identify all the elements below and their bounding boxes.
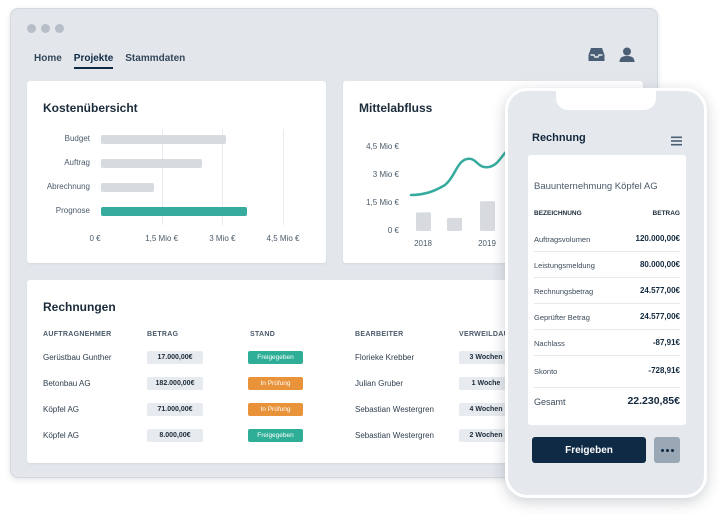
y-tick-label: 3 Mio € [372, 170, 399, 179]
bar-abrechnung [101, 183, 154, 192]
cell-bearbeiter: Julian Gruber [355, 379, 404, 388]
cell-betrag: 71.000,00€ [147, 403, 203, 416]
cell-bearbeiter: Sebastian Westergren [355, 431, 435, 440]
cell-verweildauer: 3 Wochen [459, 351, 513, 364]
inbox-icon[interactable] [588, 47, 605, 62]
more-dot-icon [660, 448, 664, 452]
hamburger-menu-icon[interactable] [671, 133, 682, 151]
total-value: 22.230,85€ [627, 395, 680, 407]
status-badge[interactable]: In Prüfung [248, 377, 303, 390]
window-dot-close[interactable] [27, 24, 36, 33]
status-badge[interactable]: Freigegeben [248, 429, 303, 442]
cell-auftragnehmer: Köpfel AG [43, 405, 80, 414]
x-tick-label: 4,5 Mio € [266, 234, 300, 243]
nav-projekte[interactable]: Projekte [73, 53, 114, 69]
divider [534, 329, 680, 330]
grid-line [222, 129, 224, 225]
x-tick-label: 1,5 Mio € [145, 234, 179, 243]
invoice-item-label: Leistungsmeldung [534, 261, 595, 270]
divider [534, 303, 680, 304]
bar-budget [101, 135, 227, 144]
x-tick-label: 2019 [478, 239, 496, 248]
col-betrag: BETRAG [147, 331, 179, 338]
cell-betrag: 17.000,00€ [147, 351, 203, 364]
invoice-item-value: 120.000,00€ [635, 234, 681, 243]
more-dot-icon [665, 448, 669, 452]
cell-bearbeiter: Florieke Krebber [355, 353, 415, 362]
col-stand: STAND [250, 331, 276, 338]
col-auftragnehmer: AUFTRAGNEHMER [43, 331, 112, 338]
flow-bar [480, 201, 495, 231]
status-badge[interactable]: Freigegeben [248, 351, 303, 364]
invoice-item-label: Auftragsvolumen [534, 235, 591, 244]
y-tick-label: 4,5 Mio € [366, 142, 399, 151]
invoice-item-value: -728,91€ [648, 366, 680, 375]
col-betrag-mobile: BETRAG [652, 210, 680, 217]
phone-title: Rechnung [532, 132, 586, 144]
window-controls [27, 24, 64, 33]
company-name: Bauunternehmung Köpfel AG [534, 181, 658, 192]
divider [534, 355, 680, 356]
divider [534, 251, 680, 252]
nav-stammdaten[interactable]: Stammdaten [125, 53, 186, 64]
invoice-item-value: 24.577,00€ [639, 312, 680, 321]
col-bearbeiter: BEARBEITER [355, 331, 404, 338]
top-icons [588, 47, 635, 62]
bar-label: Budget [64, 134, 90, 143]
window-dot-minimize[interactable] [41, 24, 50, 33]
rechnungen-title: Rechnungen [43, 300, 116, 314]
freigeben-button[interactable]: Freigeben [532, 437, 646, 463]
flow-bar [447, 217, 462, 231]
invoice-item-label: Nachlass [534, 339, 565, 348]
cell-auftragnehmer: Köpfel AG [43, 431, 80, 440]
phone-mockup: Rechnung Bauunternehmung Köpfel AG BEZEI… [505, 88, 707, 498]
nav-home[interactable]: Home [34, 53, 62, 64]
grid-line [283, 129, 284, 225]
col-verweildauer: VERWEILDAUER [459, 331, 520, 338]
more-options-button[interactable] [654, 437, 680, 463]
cell-verweildauer: 4 Wochen [459, 403, 513, 416]
more-dot-icon [670, 448, 674, 452]
kosten-card: Kostenübersicht 0 € 1,5 Mio € 3 Mio € 4,5 M… [27, 81, 326, 263]
invoice-item-label: Geprüfter Betrag [534, 313, 590, 322]
x-tick-label: 2018 [414, 239, 432, 248]
cell-bearbeiter: Sebastian Westergren [355, 405, 435, 414]
mittel-title: Mittelabfluss [359, 101, 433, 115]
flow-bar [416, 212, 431, 231]
bar-auftrag [101, 159, 203, 168]
total-label: Gesamt [534, 397, 566, 407]
kosten-title: Kostenübersicht [43, 101, 138, 115]
divider [534, 277, 680, 278]
cell-verweildauer: 2 Wochen [459, 429, 513, 442]
cell-auftragnehmer: Betonbau AG [43, 379, 91, 388]
bar-label: Auftrag [64, 158, 90, 167]
divider [534, 387, 680, 388]
col-bezeichnung: BEZEICHNUNG [534, 210, 582, 217]
status-badge[interactable]: In Prüfung [248, 403, 303, 416]
invoice-item-value: 80.000,00€ [639, 260, 680, 269]
grid-line [161, 129, 163, 225]
flow-line [409, 145, 513, 197]
invoice-item-value: 24.577,00€ [639, 286, 680, 295]
cell-auftragnehmer: Gerüstbau Gunther [43, 353, 112, 362]
invoice-item-label: Rechnungsbetrag [534, 287, 594, 296]
y-tick-label: 0 € [387, 226, 399, 235]
bar-prognose [101, 207, 247, 216]
cell-betrag: 182.000,00€ [147, 377, 203, 390]
invoice-card: Bauunternehmung Köpfel AG BEZEICHNUNG BE… [528, 155, 686, 425]
invoice-item-label: Skonto [534, 367, 558, 376]
bar-label: Abrechnung [46, 182, 90, 191]
phone-notch [556, 91, 656, 110]
x-tick-label: 3 Mio € [209, 234, 236, 243]
user-icon[interactable] [619, 47, 635, 62]
x-tick-label: 0 € [89, 234, 101, 243]
y-tick-label: 1,5 Mio € [366, 198, 399, 207]
cell-betrag: 8.000,00€ [147, 429, 203, 442]
bar-label: Prognose [55, 206, 90, 215]
mittel-plot [409, 145, 513, 231]
invoice-item-value: -87,91€ [652, 338, 680, 347]
top-nav: Home Projekte Stammdaten [34, 53, 185, 69]
window-dot-maximize[interactable] [55, 24, 64, 33]
cell-verweildauer: 1 Woche [459, 377, 513, 390]
